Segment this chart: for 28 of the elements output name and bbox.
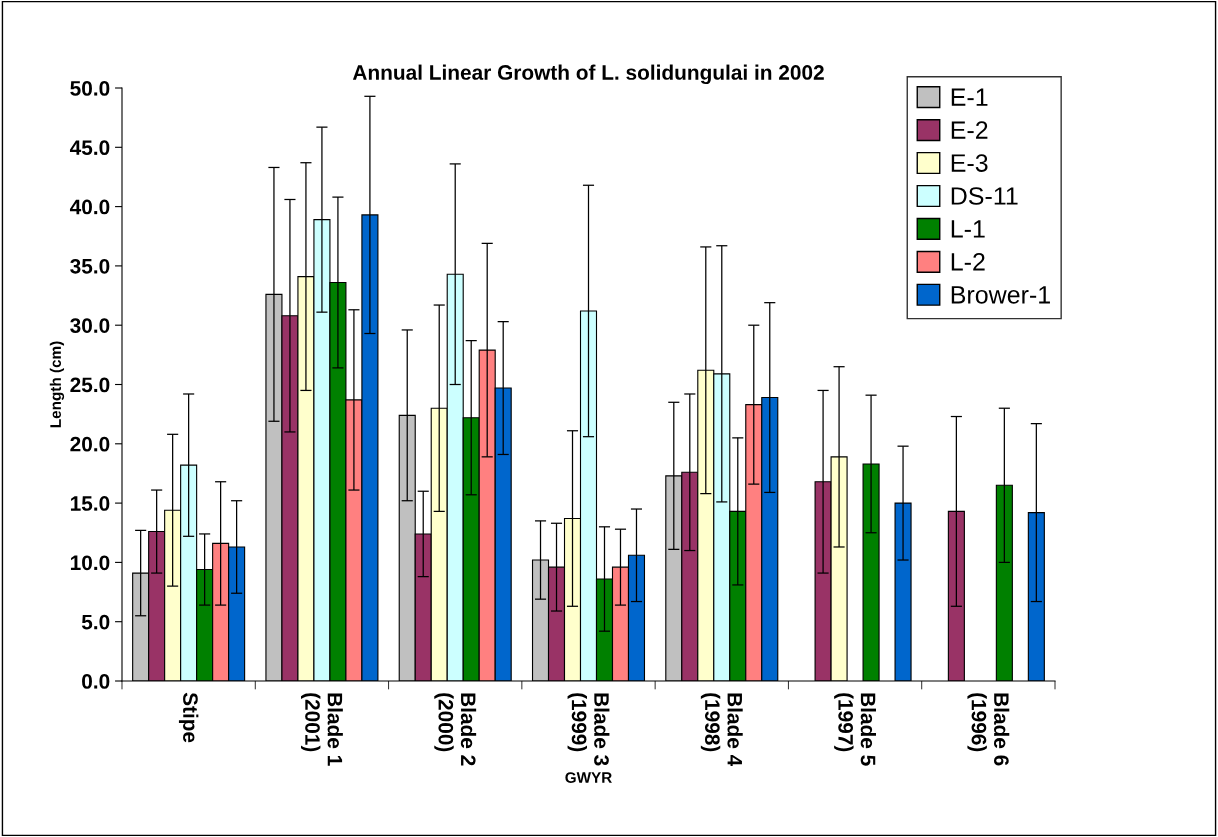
y-axis-title: Length (cm)	[49, 341, 65, 428]
legend-label: E-3	[951, 154, 988, 172]
legend-label: Brower-1	[951, 286, 1050, 304]
legend-label: E-1	[951, 88, 988, 106]
y-tick-label: 0.0	[82, 674, 110, 689]
legend-label: L-2	[951, 253, 985, 271]
y-tick-label: 45.0	[69, 140, 110, 156]
y-tick-label: 40.0	[69, 199, 110, 215]
y-tick-label: 50.0	[70, 81, 110, 96]
chart-title: Annual Linear Growth of L. solidungulai in 2002	[352, 64, 824, 85]
legend-label: E-2	[951, 121, 988, 139]
y-tick-label: 25.0	[70, 377, 110, 393]
x-axis-title: GWYR	[565, 772, 612, 783]
y-tick-label: 10.0	[70, 555, 110, 571]
y-tick-label: 20.0	[70, 436, 110, 452]
x-tick-label: Blade 4 (1998)	[700, 693, 743, 767]
y-tick-label: 30.0	[70, 318, 110, 333]
x-tick-label: Blade 1 (2001)	[301, 693, 343, 766]
x-tick-label: Blade 6 (1996)	[967, 693, 1010, 766]
y-tick-label: 35.0	[70, 258, 110, 274]
x-tick-label: Stipe	[178, 692, 199, 743]
y-tick-label: 15.0	[70, 496, 110, 511]
x-tick-label: Blade 5 (1997)	[834, 693, 876, 766]
legend-label: L-1	[951, 220, 985, 238]
y-tick-label: 5.0	[81, 614, 110, 630]
x-tick-label: Blade 3 (1999)	[567, 693, 610, 766]
legend-label: DS-11	[951, 187, 1018, 205]
x-tick-label: Blade 2 (2000)	[434, 693, 477, 766]
